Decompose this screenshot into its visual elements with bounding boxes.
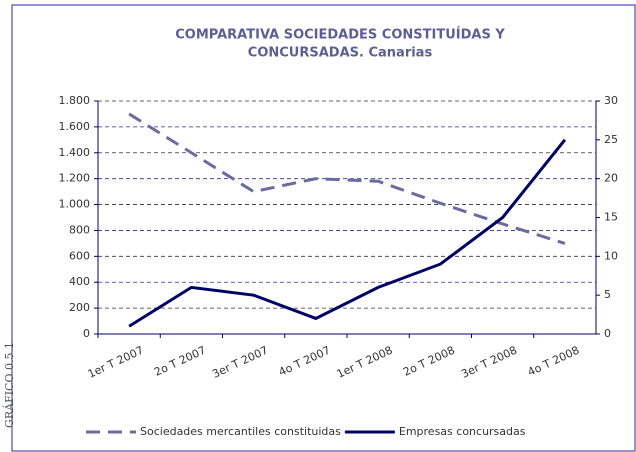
y-tick-label: 1.600: [59, 120, 91, 133]
y2-tick-label: 15: [604, 211, 618, 224]
y2-tick-label: 10: [604, 249, 618, 262]
x-tick-label: 2o T 2008: [401, 344, 457, 379]
legend-label: Empresas concursadas: [399, 425, 526, 438]
x-tick-label: 3er T 2007: [210, 344, 270, 381]
figure-label: GRÁFICO 0.5.1: [2, 342, 16, 428]
x-tick-label: 3er T 2008: [459, 344, 519, 381]
y-tick-label: 400: [69, 275, 90, 288]
y-tick-label: 1.400: [59, 146, 91, 159]
series-line: [128, 138, 567, 328]
x-tick-label: 1er T 2008: [335, 344, 395, 381]
x-tick-label: 4o T 2008: [526, 344, 582, 379]
y2-tick-label: 25: [604, 133, 618, 146]
legend-label: Sociedades mercantiles constituidas: [140, 425, 341, 438]
y2-tick-label: 0: [604, 327, 611, 340]
x-tick-label: 4o T 2007: [277, 344, 333, 379]
x-tick-label: 2o T 2007: [152, 344, 208, 379]
y2-tick-label: 5: [604, 288, 611, 301]
frame: [11, 4, 636, 452]
y-tick-label: 800: [69, 223, 90, 236]
chart-title: CONCURSADAS. Canarias: [248, 46, 433, 61]
y-tick-label: 1.800: [59, 94, 91, 107]
y-tick-label: 200: [69, 301, 90, 314]
y-tick-label: 1.000: [59, 198, 91, 211]
chart-title: COMPARATIVA SOCIEDADES CONSTITUÍDAS Y: [175, 27, 505, 43]
y-tick-label: 1.200: [59, 172, 91, 185]
x-tick-label: 1er T 2007: [86, 344, 146, 381]
y-tick-label: 0: [83, 327, 90, 340]
y2-tick-label: 30: [604, 94, 618, 107]
y-tick-label: 600: [69, 249, 90, 262]
y2-tick-label: 20: [604, 172, 618, 185]
